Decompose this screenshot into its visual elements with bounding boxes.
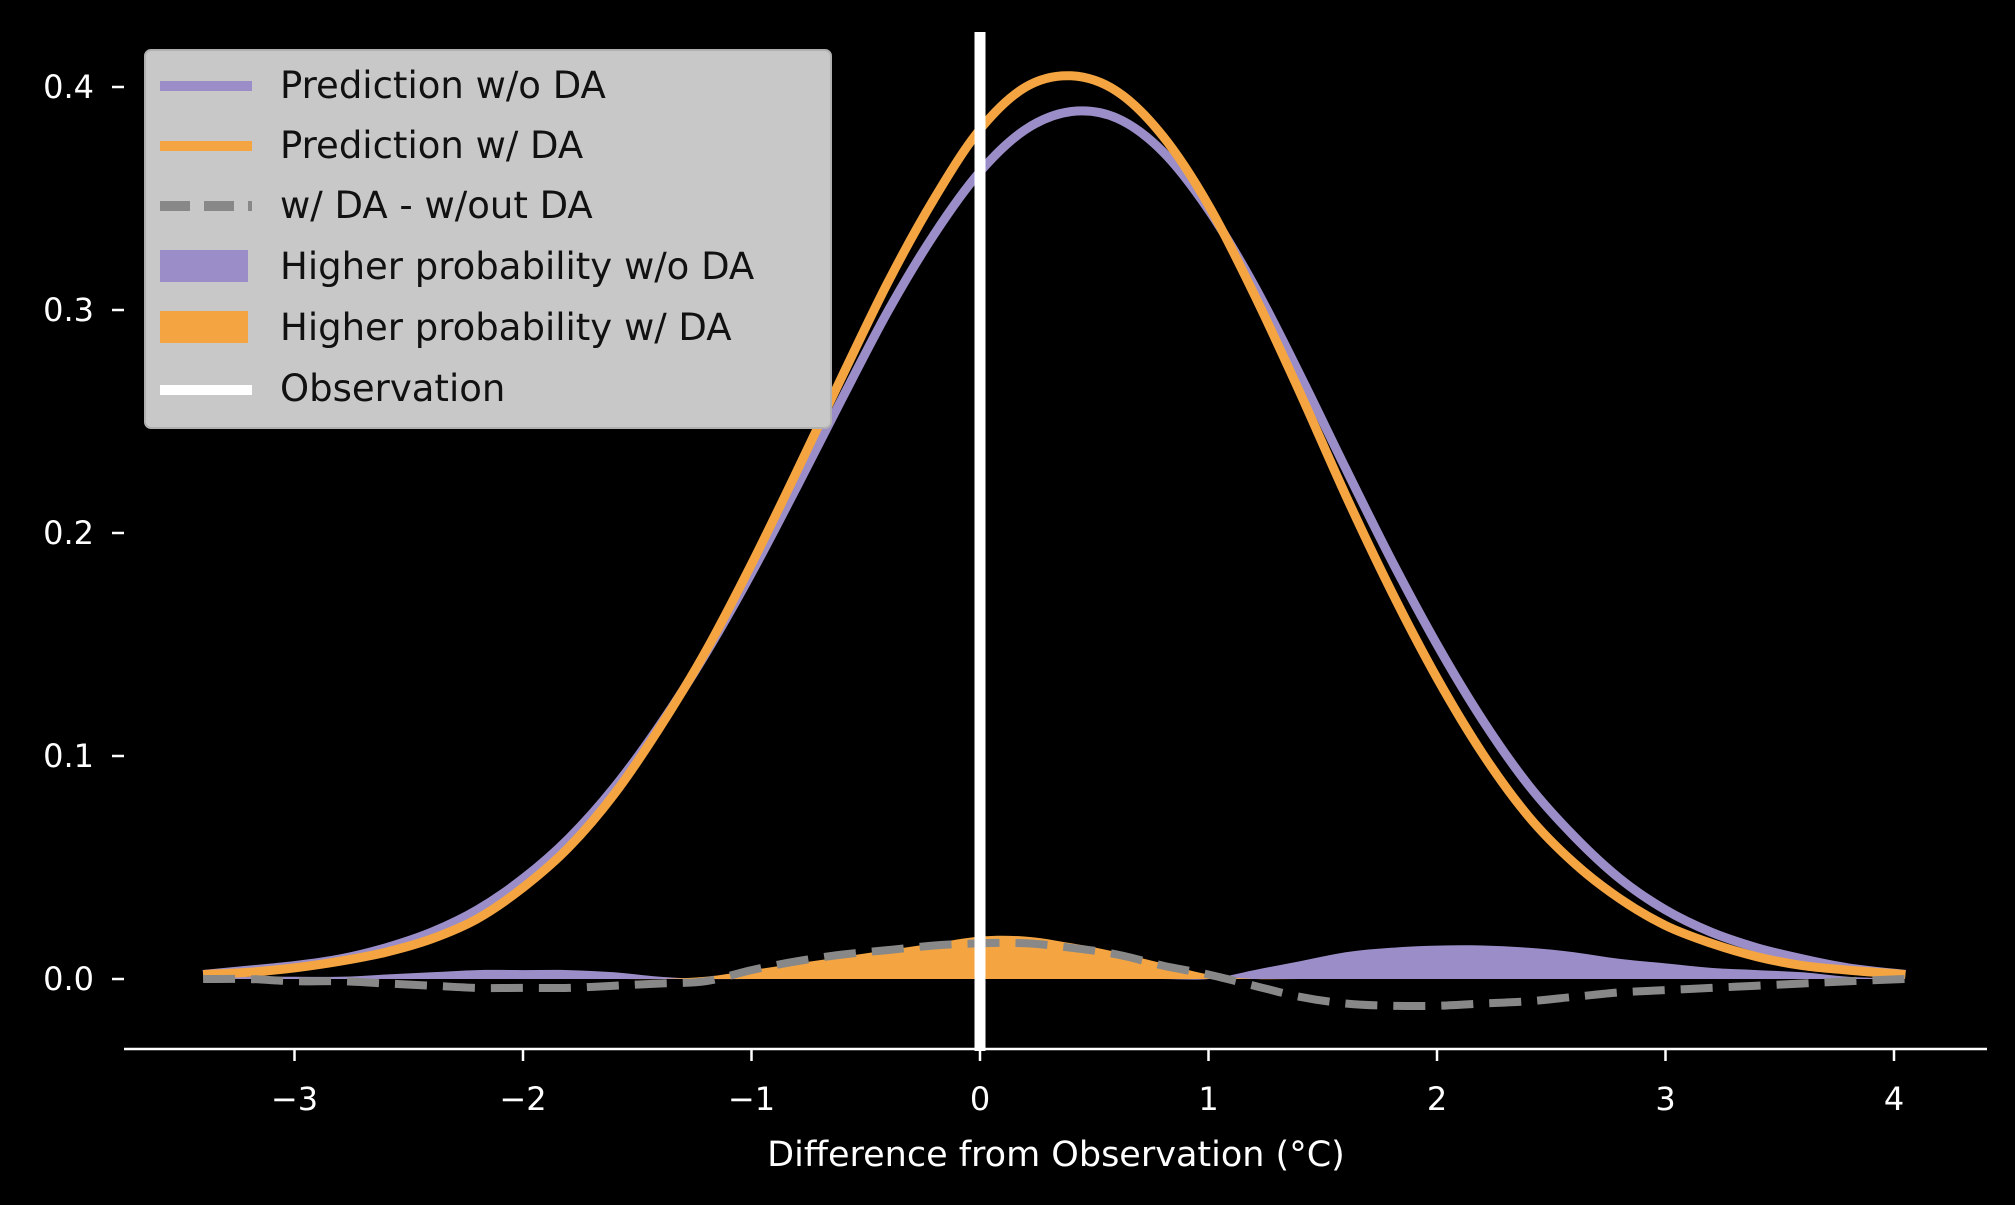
legend-label-difference: w/ DA - w/out DA xyxy=(280,184,593,227)
y-tick-label: 0.4 xyxy=(43,68,94,106)
line-prediction-wo-da xyxy=(202,106,1906,979)
fill-layer xyxy=(203,935,1906,980)
y-ticks: 0.0 0.1 0.2 0.3 0.4 xyxy=(43,68,124,998)
lines-layer xyxy=(202,32,1906,1051)
fill-higher-probability-wo-da xyxy=(203,945,1906,980)
x-axis-title: Difference from Observation (°C) xyxy=(767,1135,1345,1175)
y-tick-label: 0.1 xyxy=(43,737,94,775)
x-tick-label: 1 xyxy=(1198,1080,1218,1118)
legend: Prediction w/o DA Prediction w/ DA w/ DA… xyxy=(144,49,832,429)
x-tick-label: 3 xyxy=(1655,1080,1675,1118)
x-tick-label: −2 xyxy=(499,1080,546,1118)
x-tick-label: 4 xyxy=(1884,1080,1904,1118)
y-tick-label: 0.0 xyxy=(43,960,94,998)
legend-label-prediction-wo-da: Prediction w/o DA xyxy=(280,64,606,107)
fill-higher-probability-w-da xyxy=(203,935,1906,980)
legend-label-higher-w-da: Higher probability w/ DA xyxy=(280,306,732,349)
legend-label-observation: Observation xyxy=(280,367,505,410)
y-tick-label: 0.3 xyxy=(43,291,94,329)
x-tick-label: 2 xyxy=(1427,1080,1447,1118)
line-difference xyxy=(203,938,1906,1011)
x-ticks: −3 −2 −1 0 1 2 3 4 xyxy=(271,1049,1904,1118)
line-prediction-w-da xyxy=(202,71,1906,979)
legend-box xyxy=(144,49,832,429)
legend-swatch-higher-w-da xyxy=(160,311,248,343)
x-tick-label: 0 xyxy=(970,1080,990,1118)
legend-label-higher-wo-da: Higher probability w/o DA xyxy=(280,245,754,288)
x-tick-label: −3 xyxy=(271,1080,318,1118)
legend-label-prediction-w-da: Prediction w/ DA xyxy=(280,124,583,167)
y-tick-label: 0.2 xyxy=(43,514,94,552)
x-tick-label: −1 xyxy=(728,1080,775,1118)
legend-swatch-higher-wo-da xyxy=(160,250,248,282)
